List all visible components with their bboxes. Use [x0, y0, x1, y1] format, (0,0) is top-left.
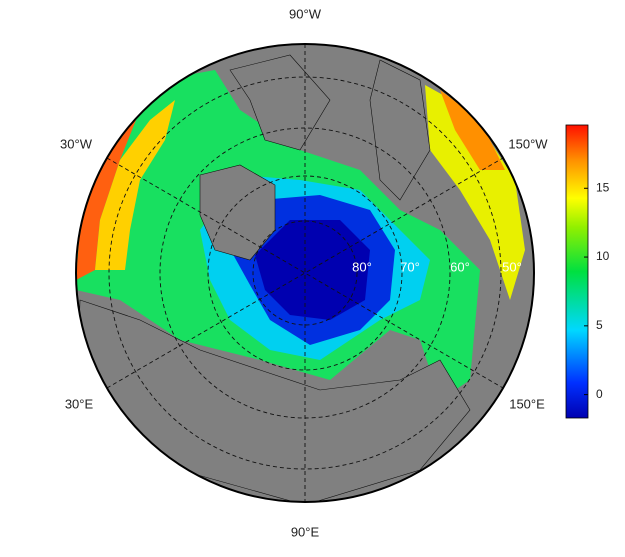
ocean-pacific — [425, 85, 525, 300]
ocean-pacific-warm — [440, 90, 505, 170]
lat-label: 50° — [502, 259, 522, 274]
lat-label: 80° — [352, 259, 372, 274]
lon-label: 90°W — [289, 6, 322, 21]
colorbar-tick-label: 0 — [596, 387, 603, 401]
colorbar-tick-label: 5 — [596, 318, 603, 332]
lon-label: 30°W — [60, 136, 93, 151]
colorbar — [565, 124, 589, 419]
lon-label: 150°W — [508, 136, 548, 151]
lon-label: 30°E — [65, 396, 94, 411]
colorbar-tick-label: 15 — [596, 180, 610, 194]
lon-label: 90°E — [291, 524, 320, 539]
lat-label: 60° — [450, 259, 470, 274]
greenland — [199, 164, 276, 261]
map-border — [75, 43, 535, 503]
ocean-pole — [255, 220, 370, 320]
lon-label: 150°E — [509, 396, 545, 411]
graticule — [106, 44, 504, 502]
ocean-warm — [76, 80, 165, 280]
map-disk: 80° 70° 60° 50° — [76, 44, 534, 502]
lat-label: 70° — [400, 259, 420, 274]
colorbar-tick-label: 10 — [596, 249, 610, 263]
canada — [229, 54, 331, 151]
ocean-mild — [95, 100, 175, 270]
alaska — [369, 59, 431, 201]
